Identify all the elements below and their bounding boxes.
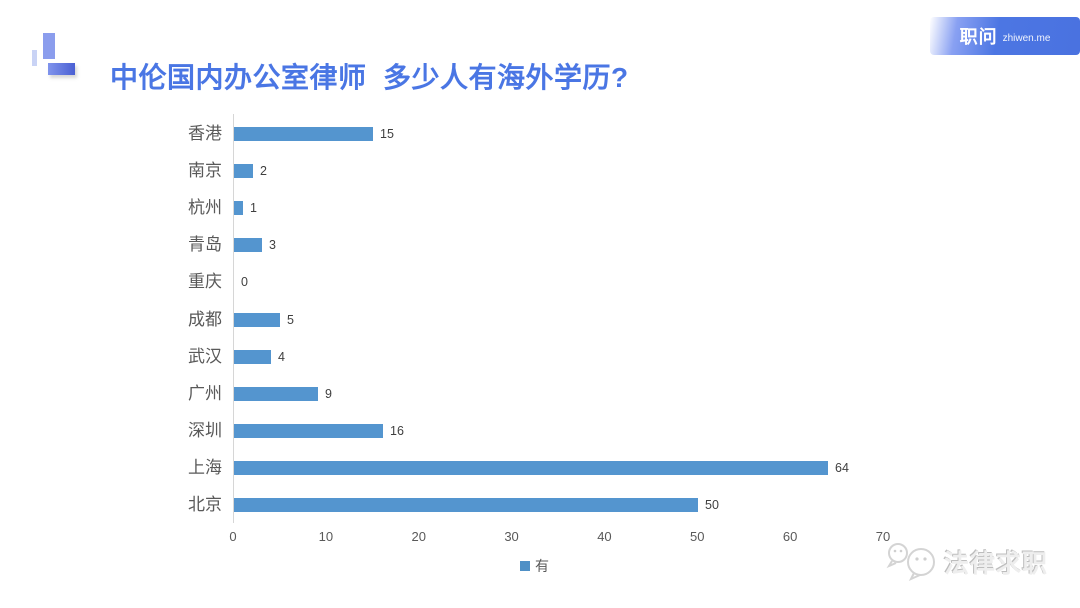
value-label: 2: [260, 164, 267, 179]
logo-block-small: [32, 50, 37, 66]
legend-label: 有: [535, 558, 549, 574]
badge-brand-text: 职问: [959, 27, 998, 47]
x-axis-tick-label: 10: [318, 529, 334, 544]
category-label: 重庆: [188, 272, 222, 292]
value-label: 0: [241, 275, 248, 290]
watermark-text: 法律求职: [944, 550, 1049, 578]
x-axis-tick-label: 40: [597, 529, 612, 544]
x-axis-tick-label: 0: [229, 529, 237, 544]
y-axis-line: [233, 114, 234, 523]
category-label: 上海: [188, 457, 222, 477]
value-label: 4: [278, 349, 285, 364]
value-label: 1: [250, 201, 257, 216]
logo-block-tall: [43, 33, 55, 59]
value-label: 9: [325, 386, 332, 401]
legend-swatch: [520, 561, 530, 571]
x-axis-tick-label: 30: [504, 529, 519, 544]
logo-block-wide: [48, 63, 75, 75]
bar: [234, 164, 253, 179]
category-label: 青岛: [188, 235, 222, 255]
zhiwen-brand-badge: 职问 zhiwen.me: [930, 17, 1080, 55]
bar: [234, 312, 280, 327]
x-axis-tick-label: 50: [690, 529, 705, 544]
value-label: 15: [380, 127, 394, 141]
value-label: 64: [835, 460, 849, 475]
bar: [234, 238, 262, 253]
bar: [234, 201, 243, 216]
category-label: 南京: [188, 161, 222, 181]
page-title: 中伦国内办公室律师 多少人有海外学历?: [110, 62, 629, 93]
category-label: 成都: [188, 309, 222, 329]
bar: [234, 423, 383, 438]
category-label: 香港: [188, 124, 222, 143]
value-label: 16: [390, 423, 404, 438]
x-axis-tick-label: 70: [875, 529, 891, 544]
bar: [234, 498, 698, 512]
x-axis-tick-label: 60: [782, 529, 798, 544]
bar: [234, 349, 271, 364]
badge-domain-text: zhiwen.me: [1002, 32, 1051, 44]
category-label: 深圳: [188, 420, 222, 440]
x-axis-tick-label: 20: [411, 529, 426, 544]
category-label: 武汉: [188, 346, 222, 366]
category-label: 北京: [188, 495, 222, 514]
watermark-chat-bubbles-icon: [884, 538, 942, 587]
bar: [234, 460, 828, 475]
value-label: 3: [269, 238, 276, 253]
legend: 有: [520, 556, 549, 576]
value-label: 50: [705, 498, 719, 512]
bar: [234, 386, 318, 401]
bar: [234, 127, 373, 141]
value-label: 5: [287, 312, 294, 327]
category-label: 广州: [188, 383, 222, 403]
category-label: 杭州: [188, 198, 222, 218]
